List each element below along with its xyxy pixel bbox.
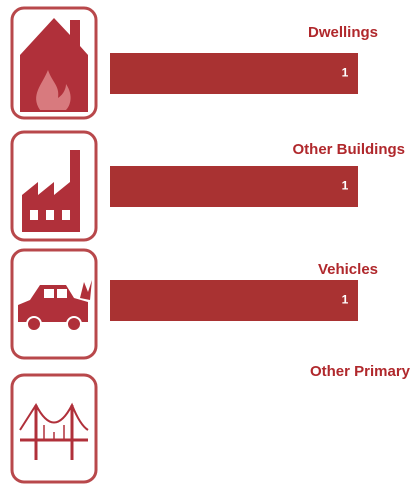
value-label: 1 <box>342 179 349 193</box>
value-label: 1 <box>342 66 349 80</box>
bar <box>110 166 358 207</box>
category-label: Dwellings <box>308 24 378 41</box>
category-label: Other Primary <box>310 363 411 380</box>
bar <box>110 53 358 94</box>
value-label: 1 <box>342 293 349 307</box>
dwelling-icon <box>10 6 98 120</box>
bridge-icon <box>10 373 98 484</box>
category-label: Other Buildings <box>293 141 406 158</box>
factory-icon <box>10 130 98 242</box>
bar <box>110 280 358 321</box>
category-label: Vehicles <box>318 261 378 278</box>
vehicle-icon <box>10 248 98 360</box>
